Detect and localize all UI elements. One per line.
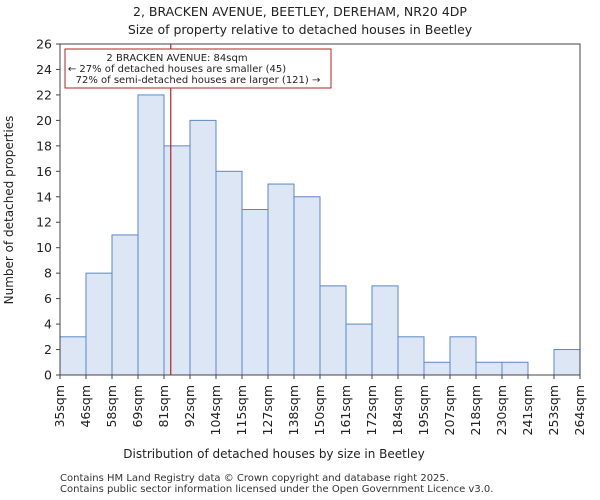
- histogram-bar: [371, 285, 399, 376]
- histogram-bar: [215, 170, 243, 376]
- y-tick-label: 16: [36, 164, 52, 179]
- histogram-bar: [85, 272, 113, 376]
- x-tick-label: 46sqm: [78, 385, 93, 428]
- x-tick-label: 81sqm: [156, 385, 171, 428]
- y-tick-label: 26: [36, 37, 52, 52]
- annotation-line3: 72% of semi-detached houses are larger (…: [76, 75, 321, 86]
- x-tick-label: 150sqm: [312, 385, 327, 435]
- histogram-bar: [267, 183, 295, 376]
- histogram-bar: [241, 209, 269, 376]
- x-tick-label: 184sqm: [390, 385, 405, 435]
- annotation-line2: ← 27% of detached houses are smaller (45…: [68, 64, 286, 75]
- histogram-bar: [553, 349, 581, 376]
- histogram-bar: [449, 336, 477, 376]
- x-tick-label: 92sqm: [182, 385, 197, 428]
- histogram-bar: [137, 94, 165, 376]
- y-tick-label: 0: [44, 368, 52, 383]
- histogram-bar: [475, 361, 503, 376]
- x-tick-label: 218sqm: [468, 385, 483, 435]
- histogram-bar: [397, 336, 425, 376]
- x-tick-label: 230sqm: [494, 385, 509, 435]
- y-tick-label: 12: [36, 215, 52, 230]
- footer-line2: Contains public sector information licen…: [60, 484, 494, 495]
- x-tick-label: 253sqm: [546, 385, 561, 435]
- histogram-bar: [59, 336, 87, 376]
- x-tick-label: 241sqm: [520, 385, 535, 435]
- x-tick-label: 161sqm: [338, 385, 353, 435]
- footer-line1: Contains HM Land Registry data © Crown c…: [60, 473, 449, 484]
- histogram-bar: [423, 361, 451, 376]
- y-tick-label: 22: [36, 87, 52, 102]
- x-tick-label: 35sqm: [52, 385, 67, 428]
- x-axis-label: Distribution of detached houses by size …: [123, 447, 424, 461]
- x-tick-label: 172sqm: [364, 385, 379, 435]
- y-tick-label: 6: [44, 291, 52, 306]
- histogram-bar: [293, 196, 321, 376]
- y-tick-label: 10: [36, 240, 52, 255]
- chart-title-line2: Size of property relative to detached ho…: [128, 22, 473, 37]
- y-tick-label: 2: [44, 342, 52, 357]
- y-tick-label: 8: [44, 266, 52, 281]
- plot-frame: [59, 43, 581, 376]
- chart-title-line1: 2, BRACKEN AVENUE, BEETLEY, DEREHAM, NR2…: [133, 4, 467, 19]
- y-tick-label: 14: [36, 189, 52, 204]
- annotation-line1: 2 BRACKEN AVENUE: 84sqm: [106, 53, 247, 64]
- y-tick-label: 4: [44, 317, 52, 332]
- x-tick-label: 115sqm: [234, 385, 249, 435]
- x-tick-label: 104sqm: [208, 385, 223, 435]
- x-tick-label: 127sqm: [260, 385, 275, 435]
- y-axis-label: Number of detached properties: [2, 116, 16, 305]
- y-tick-label: 20: [36, 113, 52, 128]
- histogram-bar: [319, 285, 347, 376]
- y-tick-label: 18: [36, 138, 52, 153]
- histogram-bar: [501, 361, 529, 376]
- y-tick-label: 24: [36, 62, 52, 77]
- x-tick-label: 264sqm: [572, 385, 587, 435]
- annotation-box: 2 BRACKEN AVENUE: 84sqm ← 27% of detache…: [64, 48, 332, 89]
- x-tick-label: 195sqm: [416, 385, 431, 435]
- x-tick-label: 69sqm: [130, 385, 145, 428]
- x-tick-label: 138sqm: [286, 385, 301, 435]
- histogram-bar: [345, 323, 373, 376]
- x-tick-label: 58sqm: [104, 385, 119, 428]
- histogram-bar: [163, 145, 191, 376]
- histogram-bar: [189, 119, 217, 376]
- histogram-bar: [111, 234, 139, 376]
- x-tick-label: 207sqm: [442, 385, 457, 435]
